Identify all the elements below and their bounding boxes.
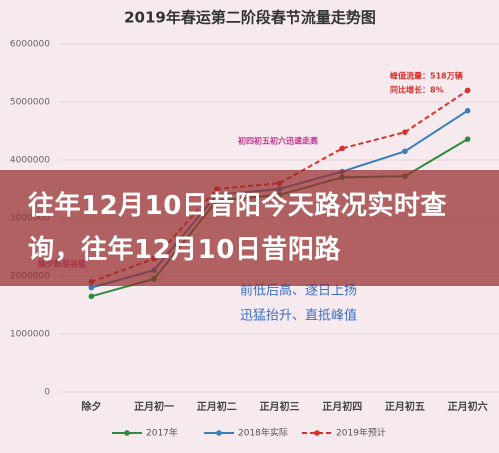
legend-label: 2019年预计 — [336, 427, 386, 439]
x-tick-label: 正月初三 — [260, 400, 300, 413]
y-tick-label: 5000000 — [10, 98, 50, 108]
annotation: 前低后高、逐日上扬 — [240, 283, 357, 299]
x-tick-label: 正月初一 — [134, 400, 174, 413]
series-marker — [402, 129, 408, 135]
series-marker — [339, 145, 346, 152]
annotation: 峰值流量：518万辆 — [390, 71, 463, 81]
series-marker — [464, 87, 471, 94]
legend-marker — [314, 430, 320, 436]
annotation: 同比增长：8% — [390, 85, 444, 95]
series-marker — [88, 284, 95, 291]
x-tick-label: 正月初二 — [197, 400, 237, 413]
title-overlay: 往年12月10日昔阳今天路况实时查询，往年12月10日昔阳路 — [0, 170, 499, 286]
headline: 往年12月10日昔阳今天路况实时查询，往年12月10日昔阳路 — [28, 191, 447, 265]
series-marker — [464, 107, 471, 114]
y-tick-label: 4000000 — [10, 156, 50, 166]
y-tick-label: 0 — [44, 388, 50, 398]
series-marker — [464, 136, 471, 142]
series-marker — [88, 293, 95, 300]
annotation: 迅猛抬升、直抵峰值 — [240, 308, 357, 324]
legend-marker — [216, 430, 222, 436]
y-tick-label: 6000000 — [10, 40, 50, 50]
x-tick-label: 正月初五 — [385, 400, 425, 413]
series-marker — [402, 148, 408, 155]
y-tick-label: 1000000 — [10, 330, 50, 340]
x-tick-label: 正月初六 — [448, 400, 488, 413]
legend-marker — [124, 430, 130, 436]
chart-title: 2019年春运第二阶段春节流量走势图 — [124, 9, 376, 27]
legend-label: 2017年 — [146, 427, 178, 439]
annotation: 初四初五初六迅速走高 — [238, 136, 318, 146]
x-tick-label: 除夕 — [81, 400, 101, 413]
x-tick-label: 正月初四 — [322, 400, 362, 413]
legend-label: 2018年实际 — [238, 427, 288, 439]
